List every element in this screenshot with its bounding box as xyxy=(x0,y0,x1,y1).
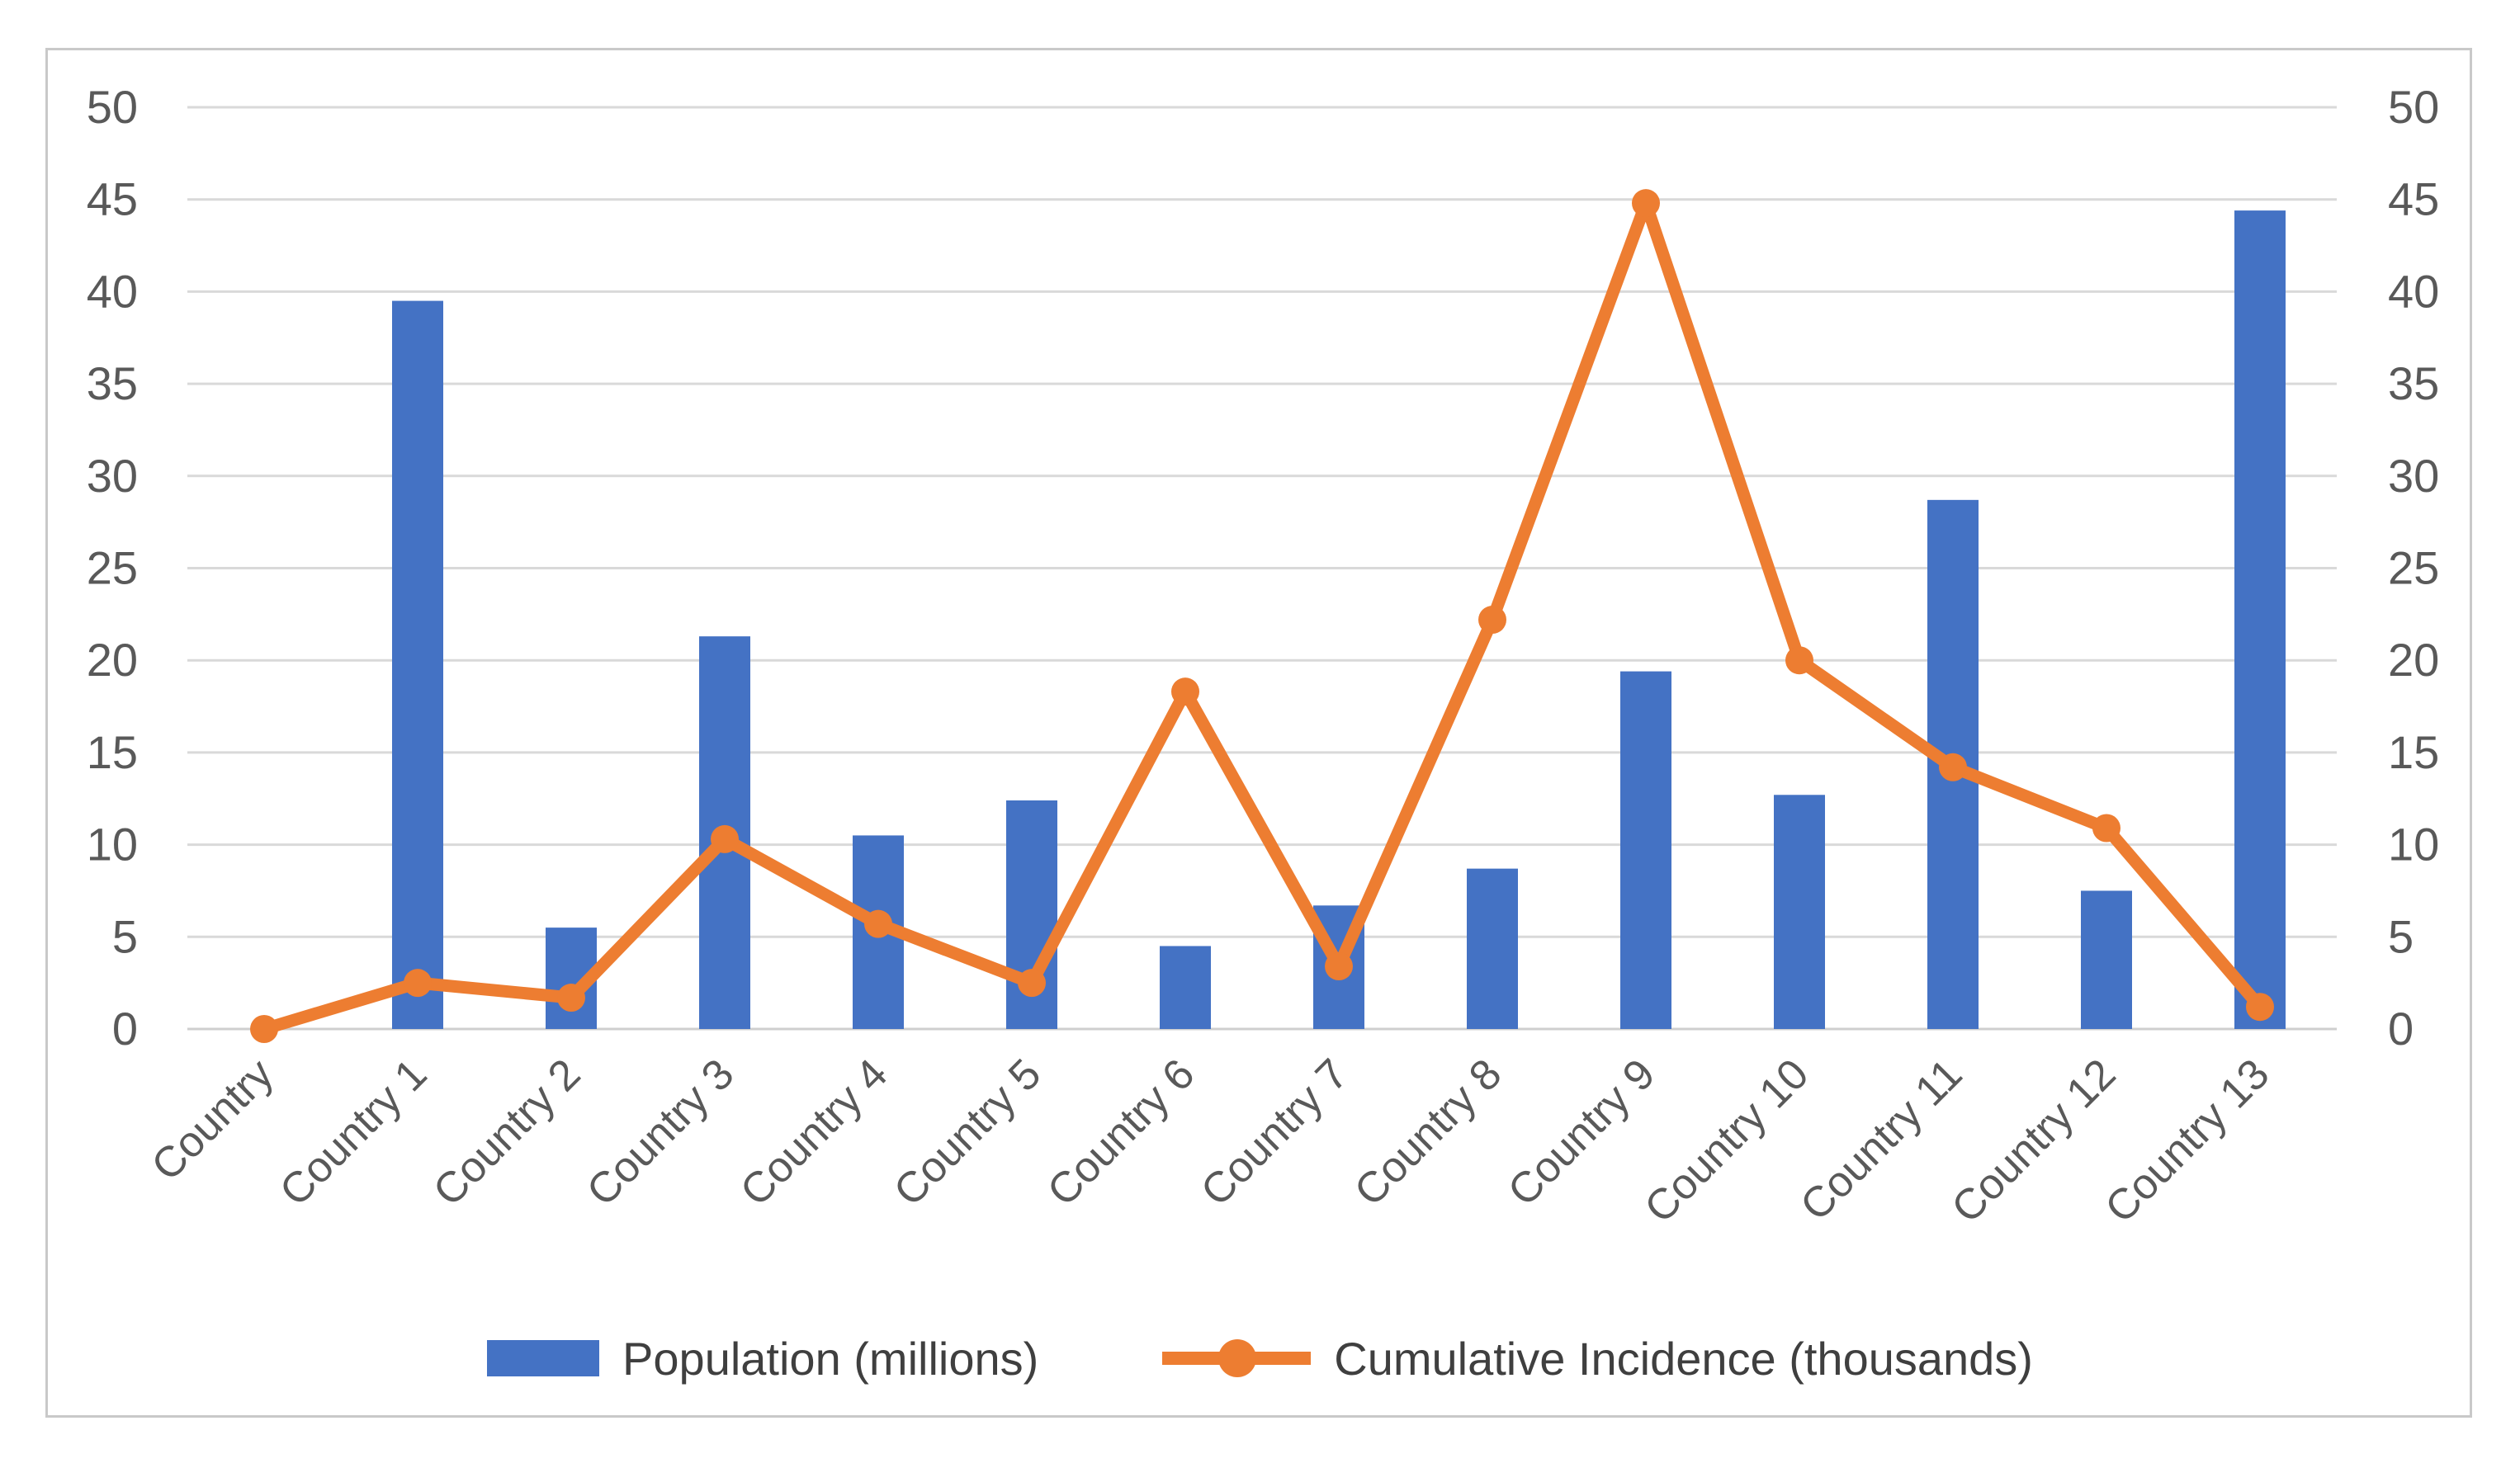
line-data-point-marker xyxy=(1632,189,1660,218)
line-data-point-marker xyxy=(711,824,739,853)
y-axis-right-tick-label: 5 xyxy=(2388,910,2414,962)
line-data-point-marker xyxy=(404,969,432,998)
legend-item-population: Population (millions) xyxy=(487,1332,1038,1385)
line-data-point-marker xyxy=(1939,753,1967,781)
chart-border xyxy=(45,48,2472,1418)
line-data-point-marker xyxy=(1478,606,1506,635)
y-axis-left-tick-label: 40 xyxy=(87,265,138,317)
y-axis-right-tick-label: 35 xyxy=(2388,357,2439,409)
y-axis-left-tick-label: 0 xyxy=(112,1003,138,1055)
population-bar xyxy=(1160,946,1211,1029)
line-series-swatch-icon xyxy=(1162,1339,1312,1377)
line-data-point-marker xyxy=(1325,952,1353,981)
legend-item-cumulative-incidence: Cumulative Incidence (thousands) xyxy=(1162,1332,2033,1385)
legend-label-population: Population (millions) xyxy=(622,1332,1039,1385)
x-axis-category-label: Country 3 xyxy=(578,1050,743,1215)
line-marker-icon xyxy=(1218,1339,1257,1377)
line-data-point-marker xyxy=(250,1015,278,1043)
population-bar xyxy=(1774,795,1825,1029)
x-axis-category-label: Country 12 xyxy=(1943,1050,2125,1232)
y-axis-left-tick-label: 45 xyxy=(87,173,138,225)
population-bar xyxy=(2081,890,2132,1029)
x-axis-category-label: Country 4 xyxy=(731,1050,896,1215)
y-axis-right-tick-label: 45 xyxy=(2388,173,2439,225)
y-axis-right-tick-label: 15 xyxy=(2388,726,2439,778)
y-axis-right-tick-label: 50 xyxy=(2388,81,2439,133)
cumulative-incidence-line xyxy=(258,196,2267,1036)
x-axis-category-label: Country 5 xyxy=(885,1050,1050,1215)
x-axis-category-label: Country xyxy=(143,1050,283,1190)
line-data-point-marker xyxy=(2092,814,2120,843)
bar-series-swatch-icon xyxy=(487,1340,600,1376)
y-axis-left-tick-label: 5 xyxy=(112,910,138,962)
y-axis-left-tick-label: 30 xyxy=(87,450,138,502)
legend-label-cumulative-incidence: Cumulative Incidence (thousands) xyxy=(1334,1332,2033,1385)
y-axis-left-tick-label: 15 xyxy=(87,726,138,778)
line-data-point-marker xyxy=(2246,993,2274,1022)
population-bar xyxy=(392,300,443,1029)
legend: Population (millions) Cumulative Inciden… xyxy=(0,1319,2520,1398)
line-data-point-marker xyxy=(557,984,585,1012)
line-data-point-marker xyxy=(864,909,892,938)
x-axis-category-label: Country 13 xyxy=(2097,1050,2279,1232)
x-axis-category-label: Country 6 xyxy=(1038,1050,1203,1215)
y-axis-right-tick-label: 25 xyxy=(2388,542,2439,594)
y-axis-right-tick-label: 30 xyxy=(2388,450,2439,502)
population-bar xyxy=(1620,671,1671,1029)
y-axis-left-tick-label: 10 xyxy=(87,819,138,871)
y-axis-left-tick-label: 20 xyxy=(87,634,138,686)
x-axis-category-label: Country 2 xyxy=(424,1050,589,1215)
x-axis-category-label: Country 11 xyxy=(1791,1050,1971,1230)
y-axis-right-tick-label: 20 xyxy=(2388,634,2439,686)
line-data-point-marker xyxy=(1785,646,1813,675)
line-data-point-marker xyxy=(1018,969,1046,998)
y-axis-left-tick-label: 25 xyxy=(87,542,138,594)
x-axis-category-label: Country 1 xyxy=(271,1050,436,1215)
y-axis-right-tick-label: 40 xyxy=(2388,265,2439,317)
line-data-point-marker xyxy=(1171,677,1199,706)
y-axis-right-tick-label: 10 xyxy=(2388,819,2439,871)
x-axis-category-label: Country 10 xyxy=(1636,1050,1818,1232)
x-axis-category-label: Country 7 xyxy=(1192,1050,1357,1215)
x-axis-category-label: Country 9 xyxy=(1499,1050,1664,1215)
y-axis-left-tick-label: 35 xyxy=(87,357,138,409)
population-bar xyxy=(2234,210,2286,1029)
y-axis-right-tick-label: 0 xyxy=(2388,1003,2414,1055)
population-bar xyxy=(1467,868,1518,1029)
x-axis-category-label: Country 8 xyxy=(1345,1050,1511,1215)
y-axis-left-tick-label: 50 xyxy=(87,81,138,133)
